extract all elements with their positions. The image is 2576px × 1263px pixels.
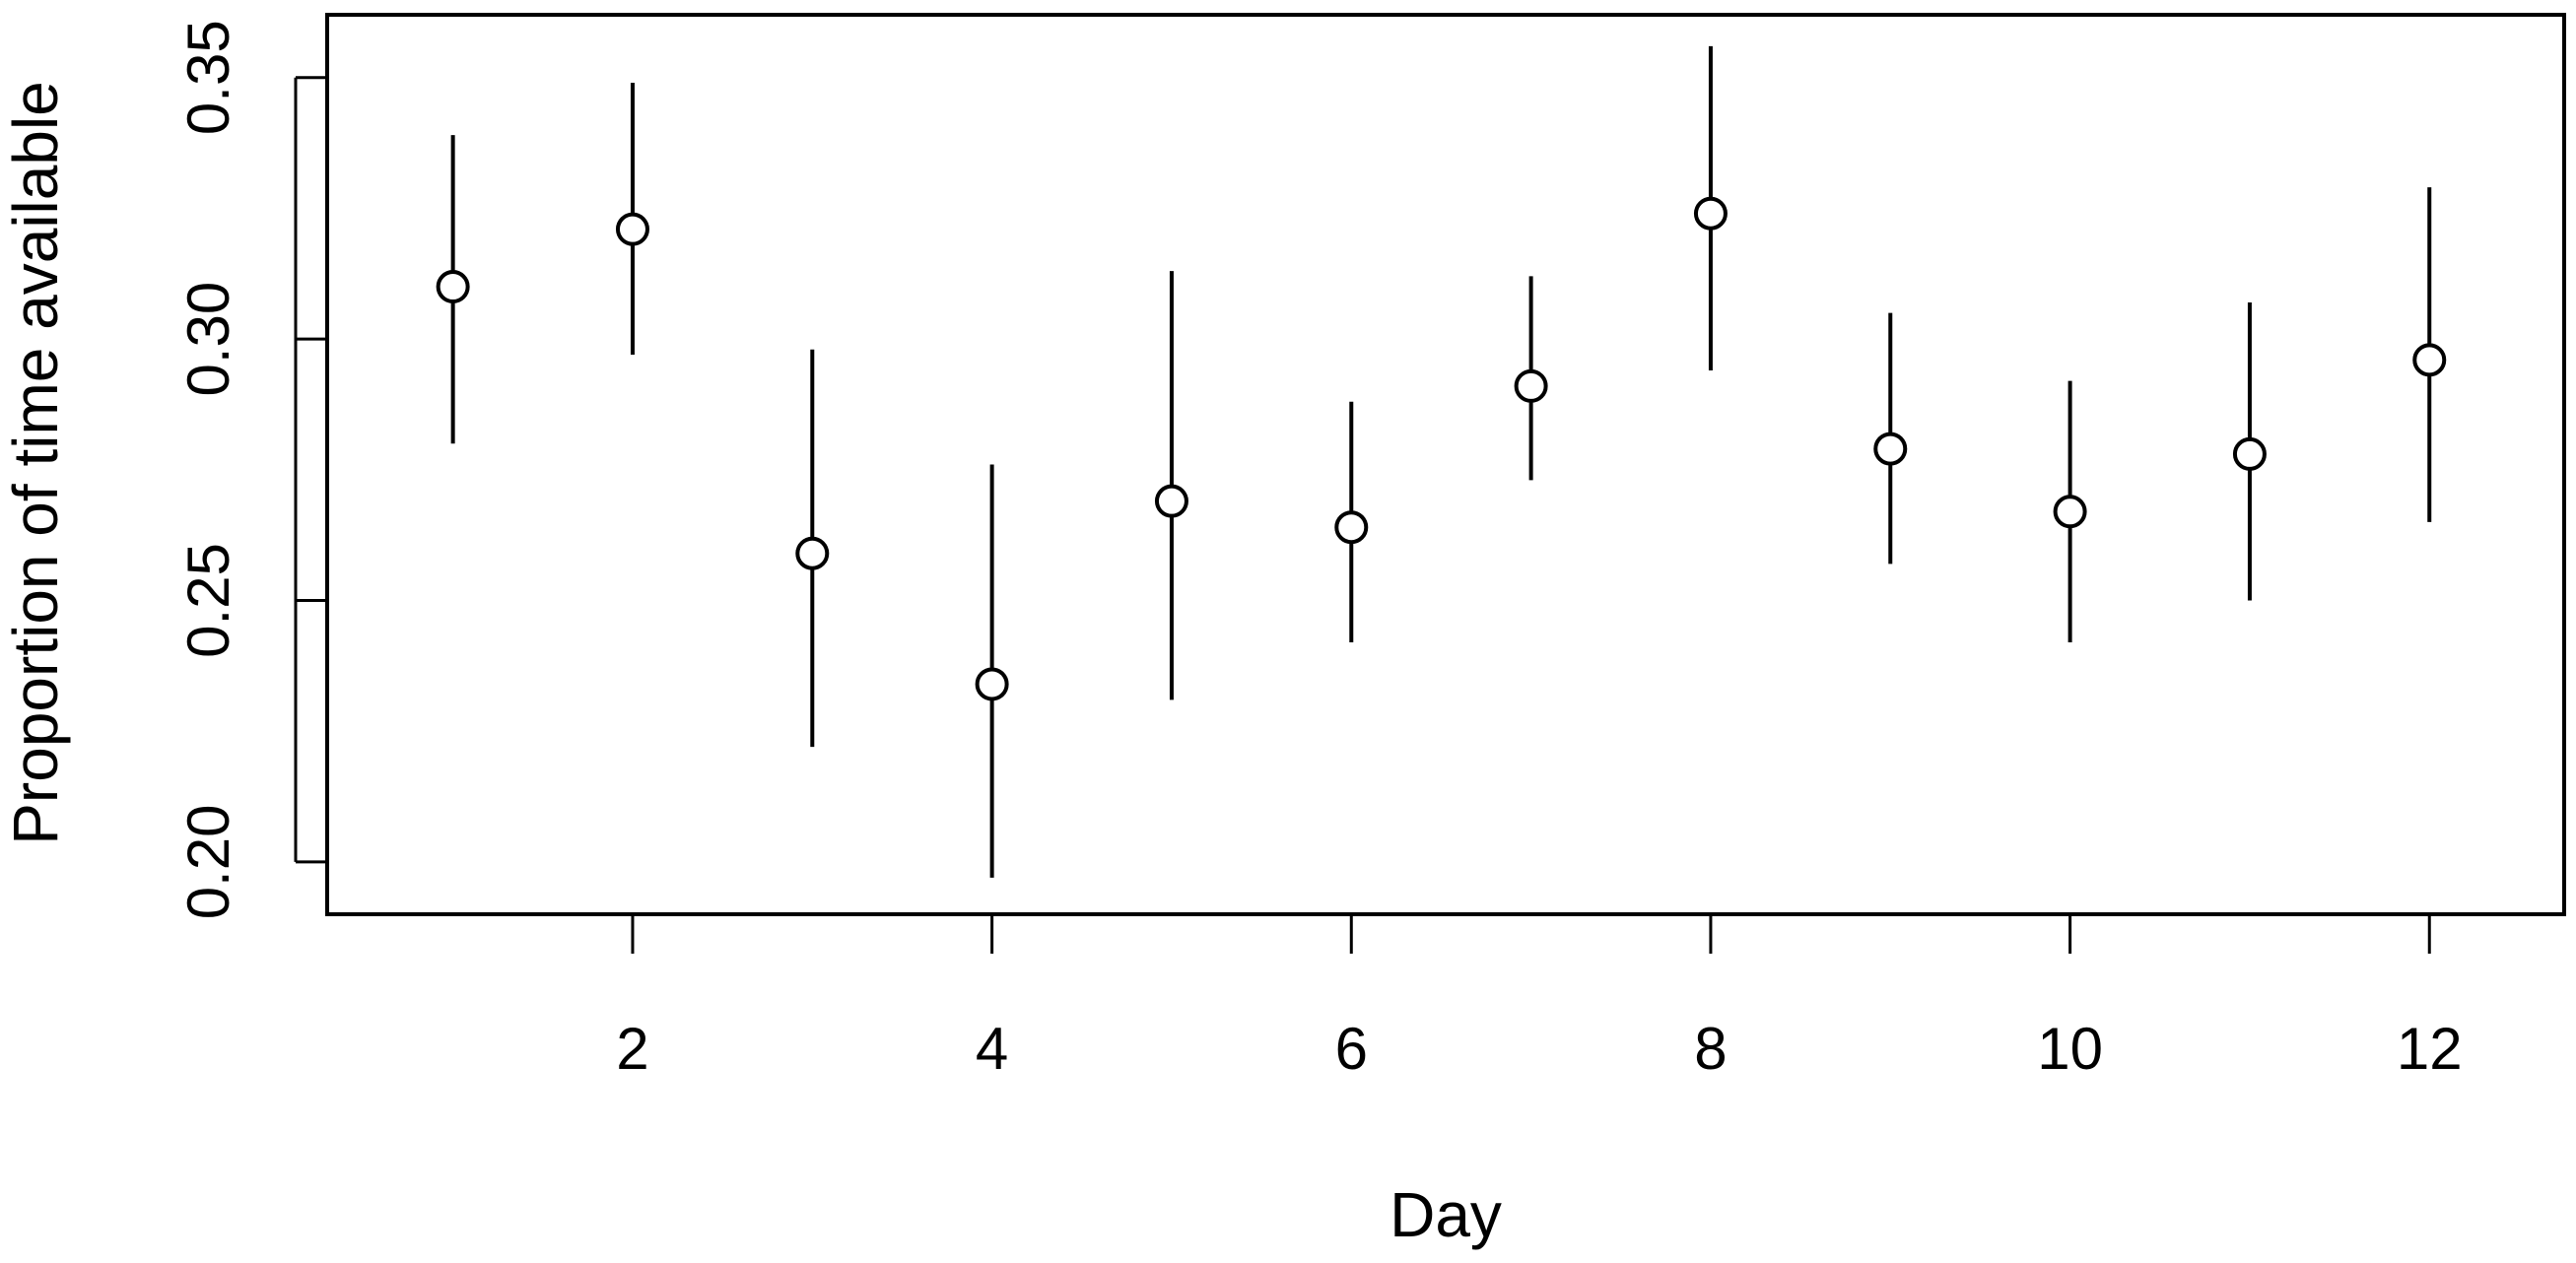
x-axis-title: Day	[1390, 1179, 1502, 1250]
data-point	[1514, 368, 1548, 403]
x-tick-label: 10	[2037, 1016, 2103, 1082]
plot-frame	[325, 13, 2566, 916]
data-point	[2412, 343, 2447, 377]
data-point	[1154, 484, 1188, 518]
x-axis: 2 4 6 8 10 12	[616, 912, 2463, 1082]
y-tick-label: 0.25	[175, 543, 241, 658]
y-axis: 0.20 0.25 0.30 0.35	[175, 20, 327, 919]
y-tick-label: 0.30	[175, 282, 241, 397]
x-tick-label: 8	[1694, 1016, 1727, 1082]
data-point	[2232, 436, 2267, 471]
x-tick-label: 2	[616, 1016, 648, 1082]
x-tick-label: 12	[2397, 1016, 2463, 1082]
data-point	[615, 212, 649, 246]
data-point	[1334, 510, 1369, 545]
y-axis-title: Proportion of time available	[0, 81, 71, 845]
data-point	[436, 270, 470, 304]
x-tick-label: 6	[1335, 1016, 1368, 1082]
data-point	[1693, 196, 1728, 231]
data-point	[1873, 432, 1908, 466]
y-tick-label: 0.35	[175, 20, 241, 135]
data-point	[2053, 495, 2087, 529]
x-tick-label: 4	[976, 1016, 1008, 1082]
data-points	[436, 196, 2447, 701]
error-bars	[450, 45, 2432, 878]
data-point	[975, 667, 1009, 701]
data-point	[795, 536, 830, 570]
y-tick-label: 0.20	[175, 805, 241, 920]
